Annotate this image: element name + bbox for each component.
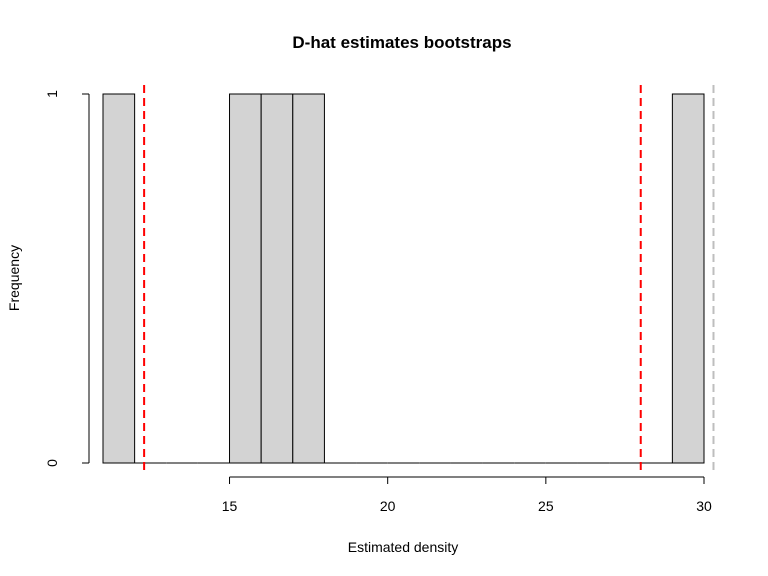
x-axis-label: Estimated density — [348, 539, 459, 555]
x-axis: 15 20 25 30 — [222, 476, 712, 514]
histogram-bar — [671, 93, 705, 464]
histogram-bar — [292, 93, 325, 464]
histogram-bar — [260, 93, 294, 464]
x-tick-label: 30 — [696, 498, 712, 514]
chart-title: D-hat estimates bootstraps — [292, 33, 511, 52]
histogram-bar — [229, 93, 262, 464]
x-tick-label: 20 — [380, 498, 396, 514]
histogram-bars — [102, 93, 705, 464]
y-tick-label: 0 — [44, 459, 60, 467]
x-tick-label: 25 — [538, 498, 554, 514]
y-axis-label: Frequency — [6, 245, 22, 311]
y-axis: 01 — [44, 90, 90, 467]
x-tick-label: 15 — [222, 498, 238, 514]
y-tick-label: 1 — [44, 90, 60, 98]
histogram-bar — [102, 93, 136, 464]
